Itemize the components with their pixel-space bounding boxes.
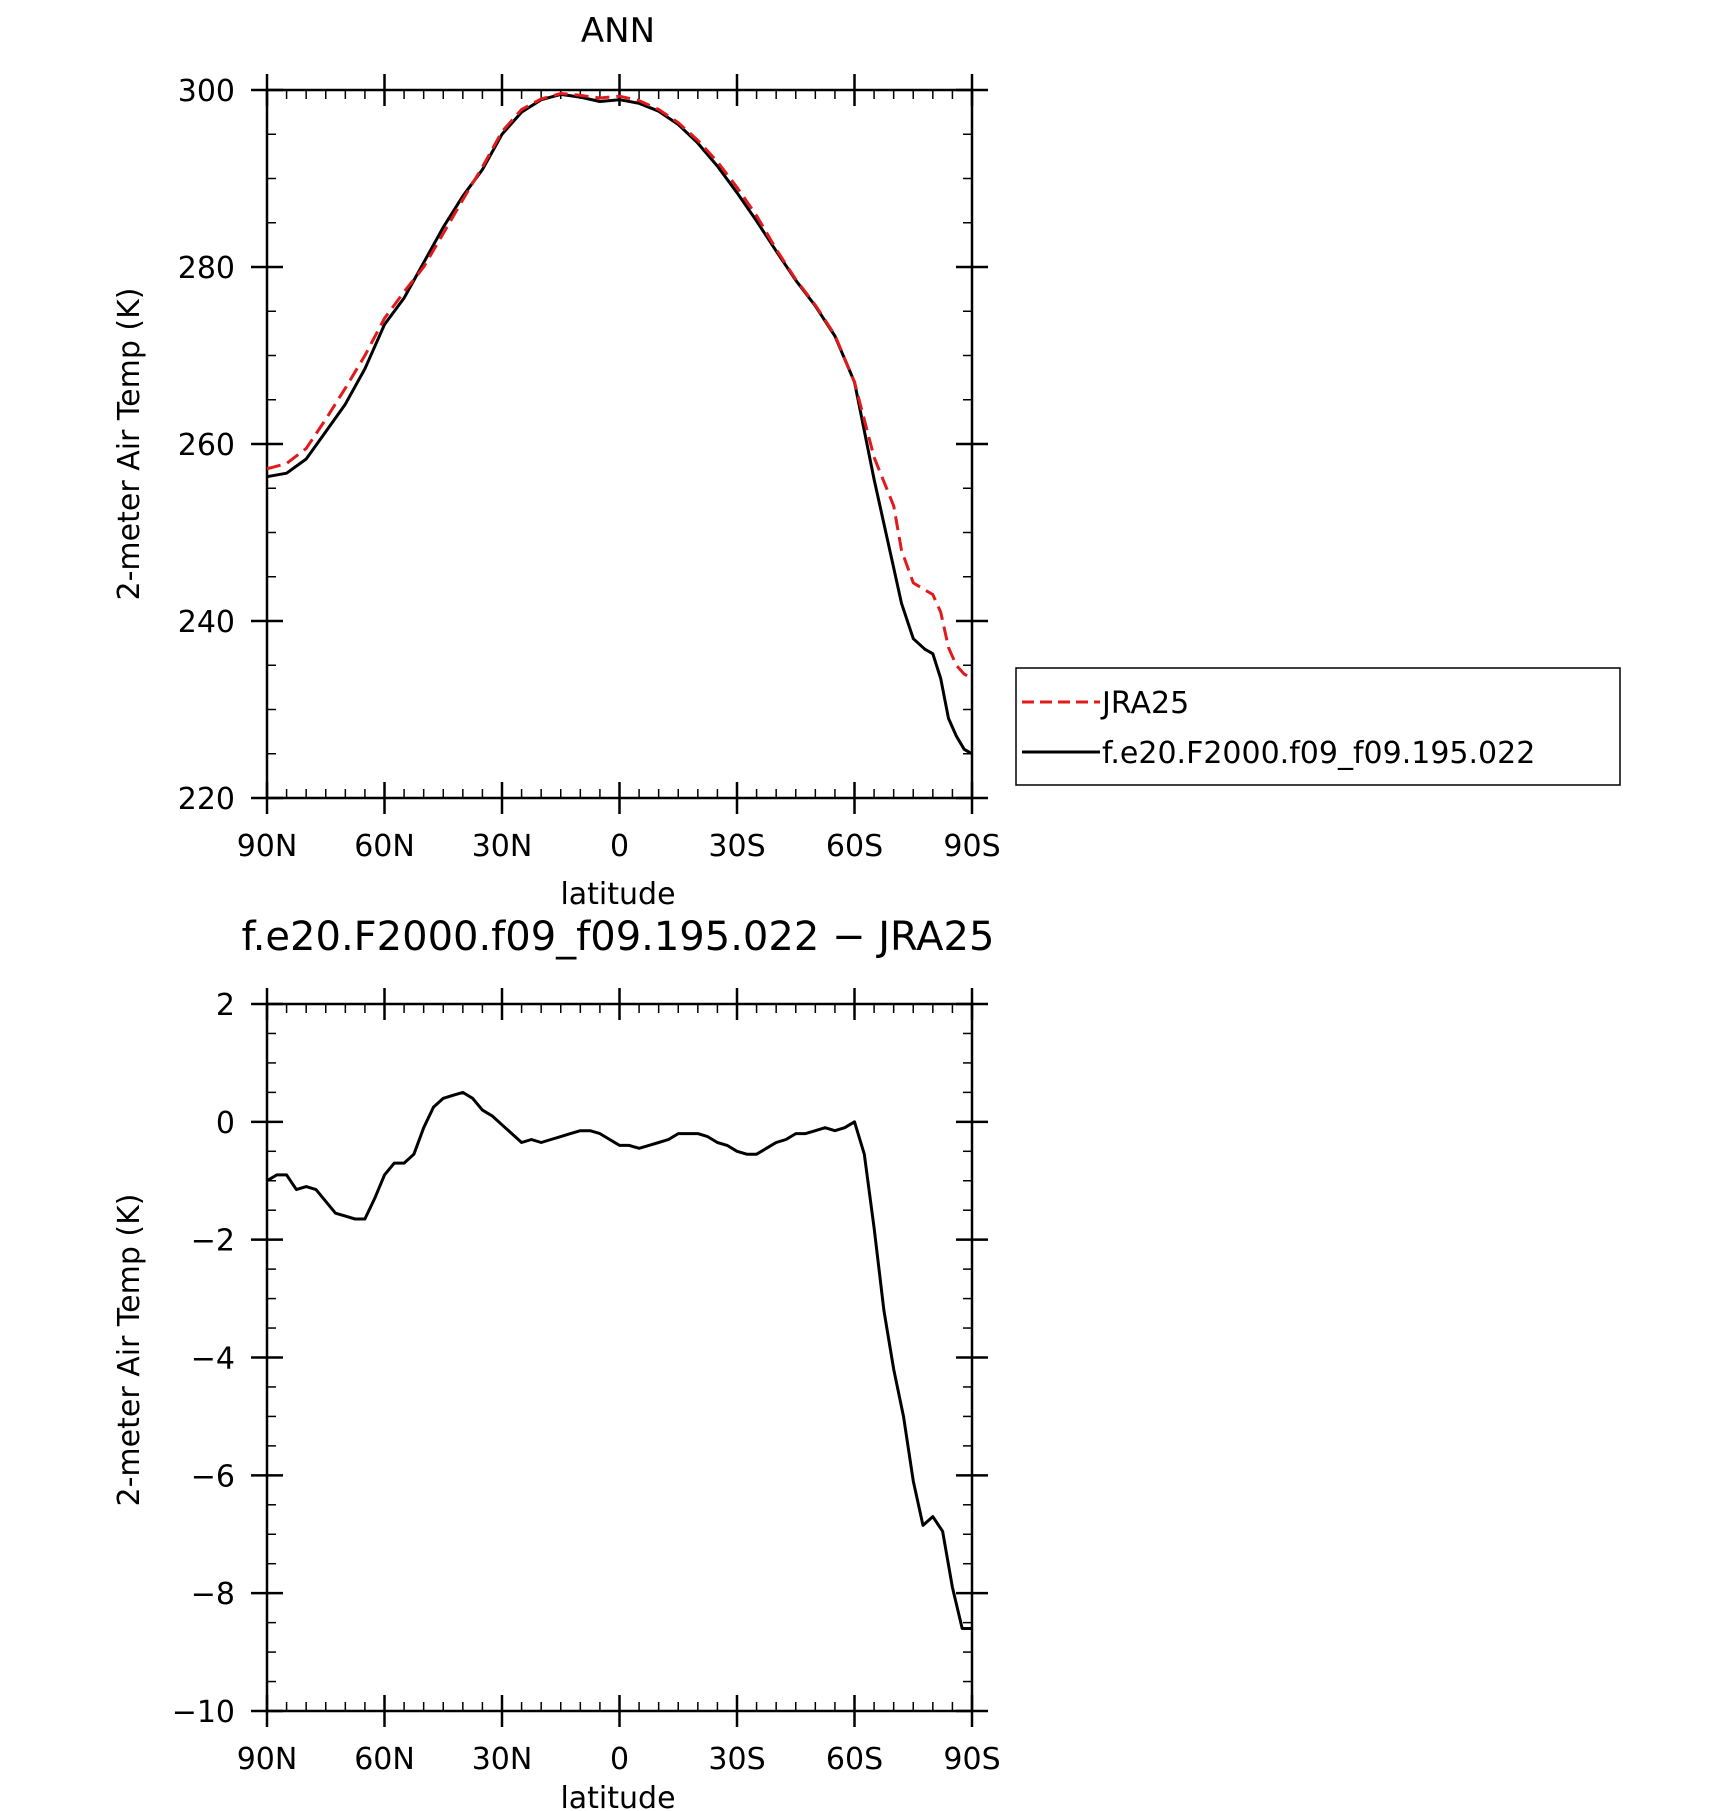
x-axis-label: latitude — [560, 877, 675, 912]
series-line-0 — [266, 92, 973, 680]
y-tick-label: −4 — [191, 1342, 235, 1377]
x-tick-label: 60S — [826, 1742, 883, 1777]
y-tick-label: 240 — [178, 605, 235, 640]
legend: JRA25 f.e20.F2000.f09_f09.195.022 — [1015, 667, 1621, 786]
x-tick-label: 60N — [354, 829, 415, 864]
y-tick-label: 280 — [178, 251, 235, 286]
x-tick-label: 90N — [237, 829, 298, 864]
y-tick-label: 2 — [216, 988, 235, 1023]
y-tick-label: −2 — [191, 1224, 235, 1259]
x-axis-label: latitude — [560, 1781, 675, 1811]
x-tick-label: 60S — [826, 829, 883, 864]
plot-frame — [265, 1002, 974, 1713]
x-tick-label: 30S — [708, 1742, 765, 1777]
x-tick-label: 30S — [708, 829, 765, 864]
temperature-panel: ANN latitude 2-meter Air Temp (K) 90N 60N… — [112, 11, 1001, 912]
x-tick-label: 0 — [610, 829, 629, 864]
legend-label-jra25: JRA25 — [1100, 686, 1189, 721]
y-tick-label: 300 — [178, 74, 235, 109]
y-tick-label: −10 — [172, 1695, 235, 1730]
x-tick-label: 90N — [237, 1742, 298, 1777]
y-tick-label: 0 — [216, 1106, 235, 1141]
legend-label-model: f.e20.F2000.f09_f09.195.022 — [1102, 736, 1535, 771]
legend-box — [1015, 667, 1621, 786]
x-tick-label: 30N — [472, 1742, 533, 1777]
y-tick-label: −8 — [191, 1577, 235, 1612]
y-axis-label: 2-meter Air Temp (K) — [112, 1194, 147, 1507]
y-tick-label: 260 — [178, 428, 235, 463]
y-tick-label: 220 — [178, 782, 235, 817]
difference-panel: f.e20.F2000.f09_f09.195.022 − JRA25 lati… — [112, 914, 1001, 1811]
panel-title: f.e20.F2000.f09_f09.195.022 − JRA25 — [242, 914, 995, 960]
panel-title: ANN — [581, 11, 655, 51]
y-tick-label: −6 — [191, 1459, 235, 1494]
series-line-1 — [266, 92, 973, 756]
x-tick-label: 90S — [943, 1742, 1000, 1777]
y-axis-label: 2-meter Air Temp (K) — [112, 288, 147, 601]
x-tick-label: 90S — [943, 829, 1000, 864]
series-line-0 — [266, 1090, 972, 1630]
x-tick-label: 60N — [354, 1742, 415, 1777]
x-tick-label: 30N — [472, 829, 533, 864]
x-tick-label: 0 — [610, 1742, 629, 1777]
